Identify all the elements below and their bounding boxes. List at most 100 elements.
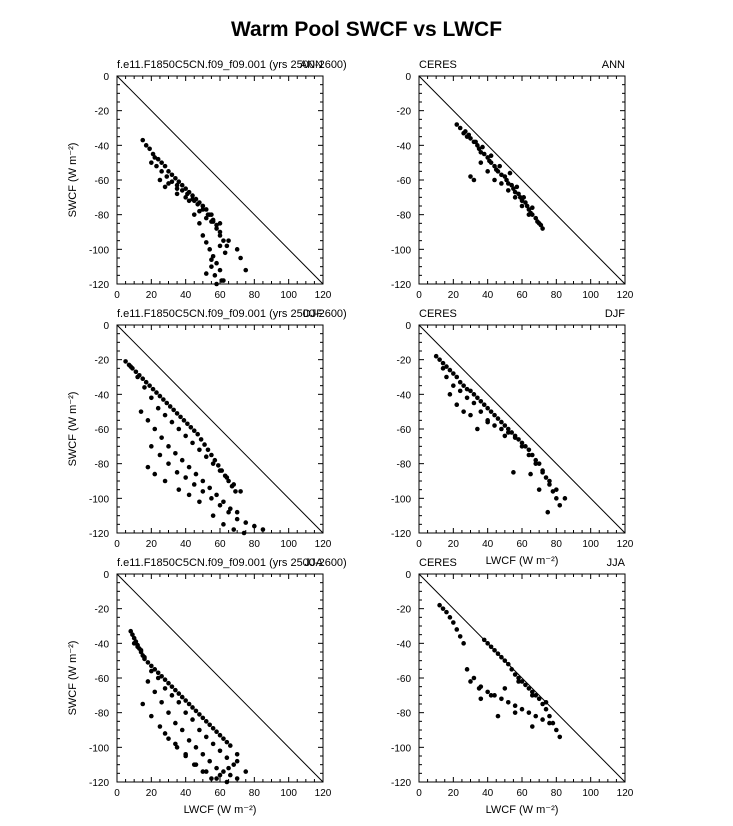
data-point (214, 281, 219, 287)
data-point (461, 409, 466, 414)
data-point (157, 724, 163, 729)
data-point (159, 169, 164, 174)
data-point (174, 470, 180, 475)
data-point (149, 663, 154, 669)
data-point (215, 463, 221, 468)
data-point (142, 385, 147, 390)
data-point (149, 395, 154, 401)
data-point (226, 478, 231, 484)
data-point (519, 444, 525, 449)
data-point (209, 219, 214, 224)
data-point (238, 489, 243, 494)
data-point (516, 437, 521, 442)
data-point (505, 430, 511, 435)
data-point (217, 243, 223, 249)
data-point (530, 689, 535, 695)
data-point (481, 402, 487, 408)
data-point (540, 717, 545, 722)
data-point (176, 699, 182, 705)
data-point (178, 414, 183, 420)
data-point (203, 207, 209, 212)
data-point (176, 179, 182, 185)
data-point (547, 720, 552, 726)
data-point (457, 379, 463, 385)
y-tick-label: -100 (391, 494, 411, 505)
data-point (454, 374, 460, 380)
data-point (179, 694, 185, 700)
data-point (502, 433, 508, 439)
data-point (485, 405, 490, 411)
y-tick-label: -40 (95, 390, 110, 401)
data-point (183, 475, 188, 480)
data-point (203, 769, 209, 774)
data-point (149, 444, 154, 449)
data-point (554, 727, 559, 733)
one-to-one-line (418, 573, 626, 783)
data-point (533, 461, 539, 466)
data-point (512, 703, 518, 709)
panel-left-label: f.e11.F1850C5CN.f09_f09.001 (yrs 2500-26… (117, 308, 347, 320)
data-point (509, 667, 514, 672)
data-point (174, 182, 180, 188)
data-point (475, 426, 480, 432)
data-point (221, 736, 226, 741)
data-point (533, 713, 539, 719)
data-point (210, 461, 216, 466)
data-point (485, 641, 490, 646)
data-point (191, 198, 197, 204)
one-to-one-line (418, 75, 626, 285)
data-point (219, 278, 225, 283)
data-point (530, 205, 535, 211)
data-point (543, 706, 549, 712)
data-point (476, 686, 482, 691)
data-point (547, 478, 552, 484)
data-point (193, 471, 199, 477)
data-point (492, 693, 497, 698)
data-point (454, 122, 460, 127)
data-point (186, 464, 192, 470)
data-point (195, 201, 200, 207)
data-point (523, 682, 528, 688)
data-point (191, 212, 197, 217)
data-point (538, 222, 544, 228)
data-point (437, 357, 442, 362)
y-axis-label: SWCF (W m⁻²) (67, 392, 79, 467)
y-tick-label: -40 (397, 639, 412, 650)
data-point (209, 776, 214, 781)
data-point (535, 219, 540, 224)
data-point (461, 641, 466, 646)
y-tick-label: -60 (397, 176, 412, 187)
data-point (519, 203, 525, 209)
data-point (224, 755, 230, 761)
y-tick-label: -40 (95, 639, 110, 650)
y-tick-label: -120 (391, 778, 411, 789)
data-point (190, 440, 195, 446)
data-point (466, 132, 472, 138)
data-point (191, 482, 197, 487)
panel-left-label: f.e11.F1850C5CN.f09_f09.001 (yrs 2500-26… (117, 59, 347, 71)
data-point (505, 426, 511, 432)
panel-left-label: f.e11.F1850C5CN.f09_f09.001 (yrs 2500-26… (117, 557, 347, 569)
x-tick-label: 80 (551, 788, 563, 799)
panel-right-label: JJA (607, 557, 626, 569)
x-tick-label: 40 (180, 290, 192, 301)
x-tick-label: 80 (249, 539, 261, 550)
data-point (162, 731, 168, 736)
data-point (504, 177, 509, 183)
data-point (167, 404, 173, 409)
data-point (140, 376, 146, 382)
data-point (543, 475, 549, 480)
data-point (495, 169, 501, 174)
x-tick-label: 100 (582, 788, 599, 799)
data-point (176, 487, 182, 492)
x-tick-label: 40 (482, 788, 494, 799)
data-point (516, 679, 521, 684)
data-point (209, 212, 214, 217)
data-point (488, 153, 494, 159)
data-point (464, 395, 470, 401)
data-point (155, 405, 161, 411)
data-point (437, 602, 442, 608)
data-point (523, 444, 528, 449)
panel-left-label: CERES (419, 308, 457, 320)
data-point (185, 191, 190, 197)
